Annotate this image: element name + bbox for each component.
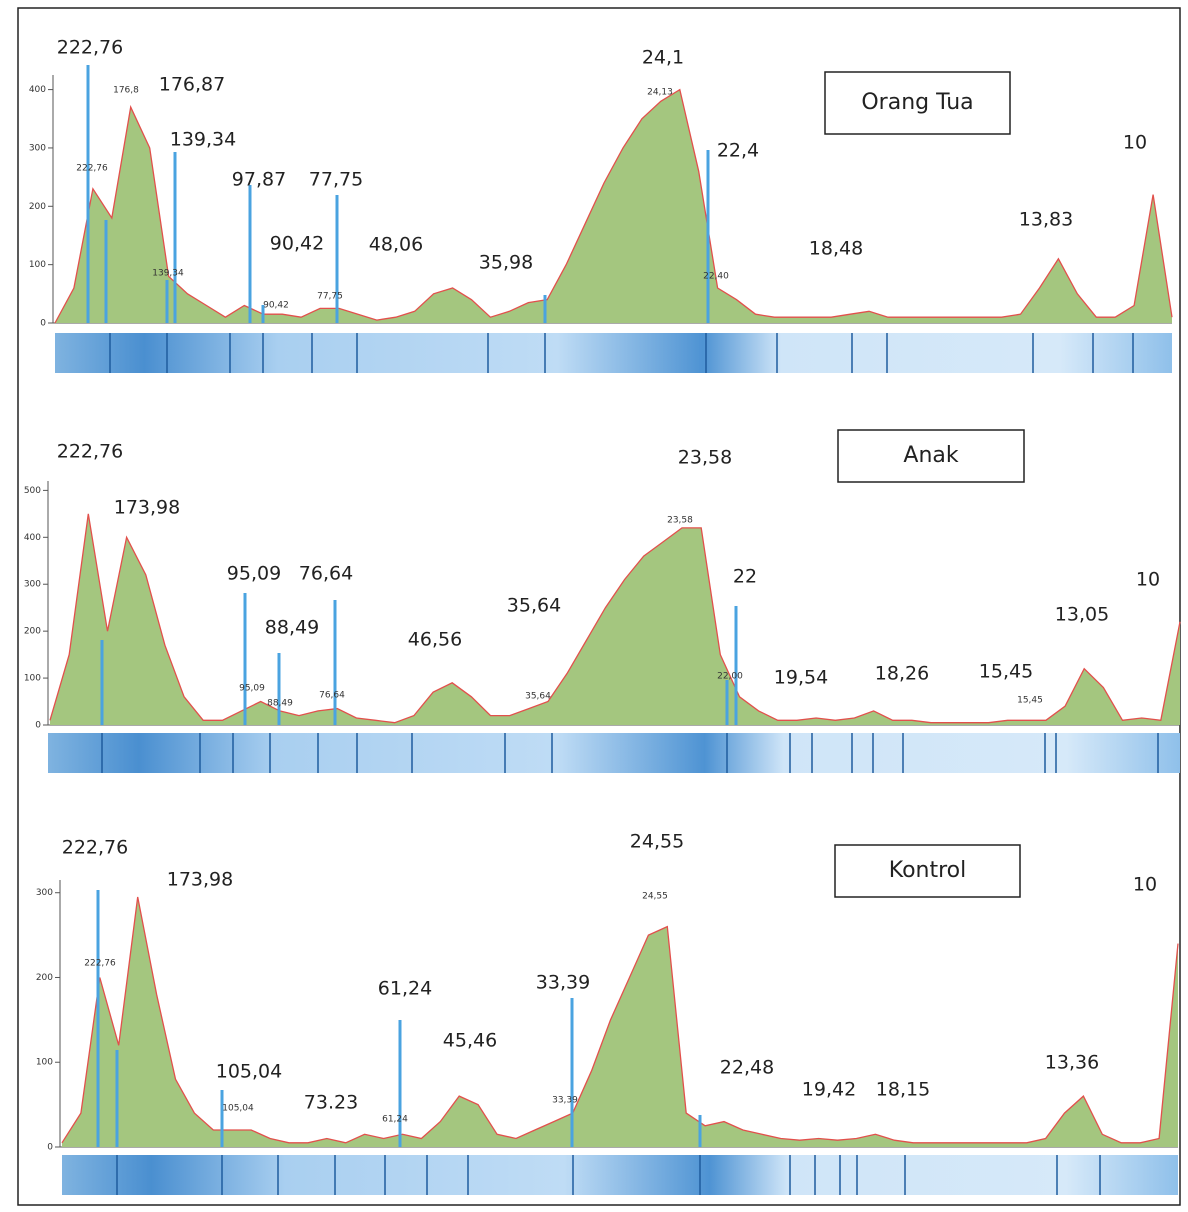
y-tick-label: 300 [29, 143, 46, 153]
peak-label: 176,8 [113, 86, 139, 96]
peak-label: 222,76 [76, 164, 108, 174]
frame [18, 8, 1180, 1205]
peak-annotation: 48,06 [369, 234, 423, 256]
peak-annotation: 77,75 [309, 169, 363, 191]
peak-label: 22,40 [703, 272, 729, 282]
y-tick-label: 0 [35, 721, 41, 731]
peak-label: 15,45 [1017, 696, 1043, 706]
peak-label: 24,13 [647, 88, 673, 98]
area-fill [50, 514, 1180, 725]
peak-annotation: 35,64 [507, 595, 561, 617]
peak-annotation: 18,15 [876, 1079, 930, 1101]
peak-annotation: 13,36 [1045, 1052, 1099, 1074]
peak-annotation: 222,76 [57, 441, 123, 463]
y-tick-label: 300 [36, 888, 53, 898]
y-tick-label: 200 [24, 627, 41, 637]
peak-annotation: 46,56 [408, 629, 462, 651]
peak-annotation: 18,26 [875, 663, 929, 685]
peak-annotation: 173,98 [114, 497, 180, 519]
y-tick-label: 500 [24, 486, 41, 496]
peak-label: 95,09 [239, 684, 265, 694]
peak-label: 22,00 [717, 672, 743, 682]
peak-annotation: 35,98 [479, 252, 533, 274]
peak-annotation: 18,48 [809, 238, 863, 260]
peak-annotation: 13,05 [1055, 604, 1109, 626]
peak-label: 76,64 [319, 691, 345, 701]
peak-annotation: 76,64 [299, 563, 353, 585]
peak-annotation: 45,46 [443, 1030, 497, 1052]
y-tick-label: 100 [29, 260, 46, 270]
peak-annotation: 15,45 [979, 661, 1033, 683]
panel-title: Kontrol [889, 858, 967, 883]
peak-annotation: 10 [1123, 132, 1147, 154]
peak-annotation: 13,83 [1019, 209, 1073, 231]
y-tick-label: 0 [47, 1143, 53, 1153]
peak-annotation: 19,54 [774, 667, 828, 689]
peak-label: 33,39 [552, 1096, 578, 1106]
peak-annotation: 61,24 [378, 978, 432, 1000]
peak-label: 24,55 [642, 892, 668, 902]
peak-annotation: 222,76 [57, 37, 123, 59]
panel-title: Orang Tua [861, 90, 973, 115]
peak-label: 105,04 [222, 1104, 254, 1114]
peak-annotation: 22 [733, 566, 757, 588]
y-tick-label: 300 [24, 580, 41, 590]
y-tick-label: 100 [24, 674, 41, 684]
panel-title: Anak [903, 443, 958, 468]
peak-annotation: 139,34 [170, 129, 236, 151]
peak-annotation: 19,42 [802, 1079, 856, 1101]
peak-annotation: 23,58 [678, 447, 732, 469]
peak-annotation: 24,55 [630, 831, 684, 853]
figure: 0100200300400222,76176,87139,3497,8777,7… [0, 0, 1188, 1212]
peak-annotation: 10 [1136, 569, 1160, 591]
gel-strip [48, 733, 1180, 773]
peak-annotation: 90,42 [270, 233, 324, 255]
peak-label: 61,24 [382, 1115, 408, 1125]
peak-annotation: 24,1 [642, 47, 684, 69]
peak-annotation: 73.23 [304, 1092, 358, 1114]
peak-label: 35,64 [525, 692, 551, 702]
y-tick-label: 400 [29, 85, 46, 95]
peak-annotation: 222,76 [62, 837, 128, 859]
y-tick-label: 400 [24, 533, 41, 543]
peak-annotation: 88,49 [265, 617, 319, 639]
peak-label: 139,34 [152, 269, 184, 279]
gel-strip [55, 333, 1172, 373]
peak-label: 88,49 [267, 699, 293, 709]
y-tick-label: 0 [40, 319, 46, 329]
peak-annotation: 105,04 [216, 1061, 282, 1083]
peak-label: 222,76 [84, 959, 116, 969]
y-tick-label: 100 [36, 1058, 53, 1068]
peak-label: 77,75 [317, 292, 343, 302]
peak-annotation: 10 [1133, 874, 1157, 896]
peak-annotation: 33,39 [536, 972, 590, 994]
peak-annotation: 95,09 [227, 563, 281, 585]
peak-label: 90,42 [263, 301, 289, 311]
peak-annotation: 173,98 [167, 869, 233, 891]
peak-label: 23,58 [667, 516, 693, 526]
peak-annotation: 22,48 [720, 1057, 774, 1079]
y-tick-label: 200 [29, 202, 46, 212]
peak-annotation: 97,87 [232, 169, 286, 191]
peak-annotation: 176,87 [159, 74, 225, 96]
peak-annotation: 22,4 [717, 140, 759, 162]
gel-strip [62, 1155, 1178, 1195]
y-tick-label: 200 [36, 973, 53, 983]
